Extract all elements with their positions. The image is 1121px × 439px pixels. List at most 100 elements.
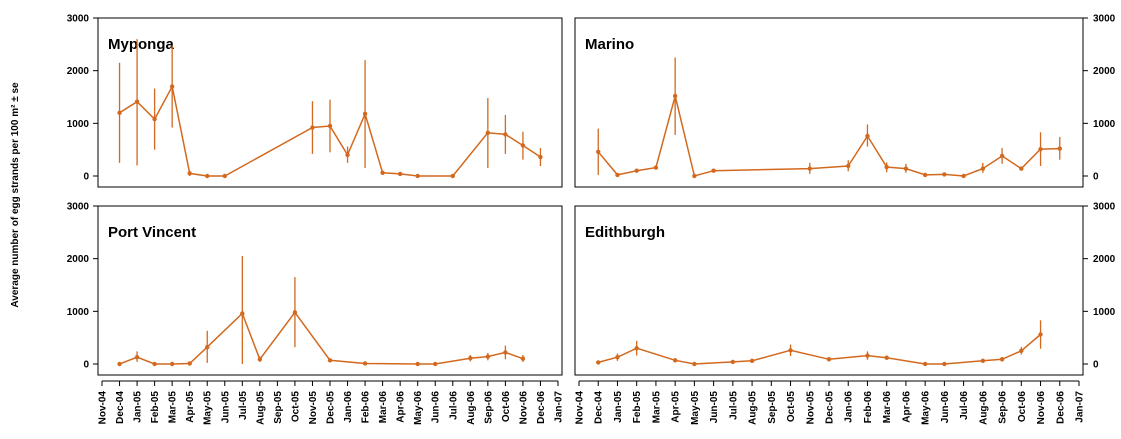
data-point — [634, 168, 639, 173]
x-tick-label: Mar-05 — [651, 391, 662, 424]
data-point — [362, 111, 368, 117]
data-point — [1019, 166, 1024, 171]
x-tick-label: Oct-06 — [1017, 391, 1028, 423]
data-point — [942, 172, 947, 177]
data-point — [485, 130, 491, 136]
data-point — [169, 361, 175, 367]
data-point — [152, 116, 157, 122]
x-tick-label: May-06 — [921, 391, 932, 425]
y-tick-label: 1000 — [1093, 307, 1116, 318]
data-point — [205, 173, 210, 179]
x-tick-label: Aug-05 — [748, 391, 759, 425]
series-line — [597, 95, 1060, 177]
data-point — [884, 164, 889, 170]
y-tick-label: 0 — [83, 360, 89, 371]
data-point — [846, 163, 851, 169]
x-tick-label: Nov-06 — [1036, 391, 1047, 425]
data-point — [152, 361, 157, 367]
x-tick-label: Jan-05 — [613, 391, 624, 423]
x-tick-label: Dec-04 — [115, 391, 126, 424]
data-point — [117, 110, 122, 116]
y-tick-label: 0 — [83, 172, 89, 183]
data-point — [205, 344, 210, 350]
data-point — [222, 173, 227, 179]
data-point — [257, 357, 263, 362]
y-tick-label: 2000 — [67, 254, 90, 265]
y-tick-label: 3000 — [67, 14, 90, 25]
data-point — [134, 354, 140, 360]
data-point — [187, 361, 192, 366]
data-point — [826, 357, 832, 362]
y-tick-label: 0 — [1093, 172, 1099, 183]
x-tick-label: Dec-04 — [594, 391, 605, 424]
data-point — [1019, 348, 1024, 354]
data-point — [485, 354, 491, 359]
data-point — [961, 173, 966, 179]
data-point — [134, 99, 140, 104]
panel-port-vincent: 0 1000 2000 3000 Port Vincent — [67, 202, 563, 376]
y-tick-label: 2000 — [1093, 66, 1116, 77]
data-point — [415, 173, 420, 179]
x-tick-label: Nov-05 — [308, 391, 319, 425]
data-point — [615, 172, 620, 178]
panel-frame — [574, 17, 1084, 188]
x-tick-label: Sep-05 — [767, 391, 778, 424]
data-point — [1038, 146, 1043, 152]
data-point — [1057, 146, 1062, 151]
x-tick-label: Oct-05 — [290, 391, 301, 423]
x-tick-label: Oct-06 — [501, 391, 512, 423]
data-point — [345, 152, 350, 158]
x-tick-label: Jun-05 — [220, 391, 231, 424]
data-point — [807, 166, 812, 171]
x-tick-label: Jul-05 — [238, 391, 249, 420]
data-point — [397, 171, 403, 177]
panel-myponga: 0 1000 2000 3000 Myponga — [67, 14, 563, 188]
x-tick-label: Jul-05 — [728, 391, 739, 420]
data-point — [468, 356, 473, 361]
x-axis-left: Nov-04 Dec-04 Jan-05 Feb-05 Mar-05 Apr-05 May-… — [98, 380, 565, 425]
x-tick-label: Nov-04 — [575, 391, 586, 425]
data-point — [922, 361, 928, 367]
panel-frame — [97, 205, 563, 376]
data-point — [730, 359, 736, 365]
x-tick-label: Sep-06 — [998, 391, 1009, 424]
x-tick-label: Feb-06 — [863, 391, 874, 424]
x-tick-label: Jul-06 — [448, 391, 459, 420]
x-tick-label: Nov-04 — [98, 391, 109, 425]
x-tick-label: Apr-06 — [901, 391, 912, 423]
x-tick-label: Dec-06 — [1055, 391, 1066, 424]
x-tick-label: Mar-06 — [882, 391, 893, 424]
data-point — [672, 358, 678, 363]
x-tick-label: Nov-05 — [805, 391, 816, 425]
x-tick-label: Sep-05 — [273, 391, 284, 424]
data-point — [942, 361, 947, 367]
x-tick-label: Mar-05 — [168, 391, 179, 424]
data-point — [999, 153, 1005, 159]
y-tick-label: 2000 — [1093, 254, 1116, 265]
data-point — [615, 354, 620, 360]
data-point — [310, 125, 315, 130]
y-tick-label: 1000 — [1093, 119, 1116, 130]
panels: 0100020003000Myponga0100020003000Marino0… — [67, 14, 1116, 376]
y-tick-label: 3000 — [1093, 202, 1116, 213]
x-tick-label: Jun-06 — [431, 391, 442, 424]
data-point — [433, 361, 438, 367]
data-point — [596, 360, 601, 365]
y-axis-label: Average number of egg strands per 100 m²… — [10, 82, 21, 308]
panel-frame — [574, 205, 1084, 376]
data-point — [380, 170, 385, 176]
x-tick-label: Jul-06 — [959, 391, 970, 420]
x-tick-label: Jan-07 — [1075, 391, 1086, 423]
data-point — [187, 171, 192, 176]
data-point — [903, 166, 909, 171]
data-point — [749, 358, 755, 364]
data-point — [653, 165, 659, 170]
x-tick-label: Jan-06 — [343, 391, 354, 423]
panel-title: Marino — [585, 36, 634, 53]
x-tick-label: Aug-06 — [978, 391, 989, 425]
y-tick-label: 1000 — [67, 119, 90, 130]
data-point — [711, 168, 716, 173]
data-point — [503, 132, 508, 137]
data-point — [117, 361, 122, 367]
